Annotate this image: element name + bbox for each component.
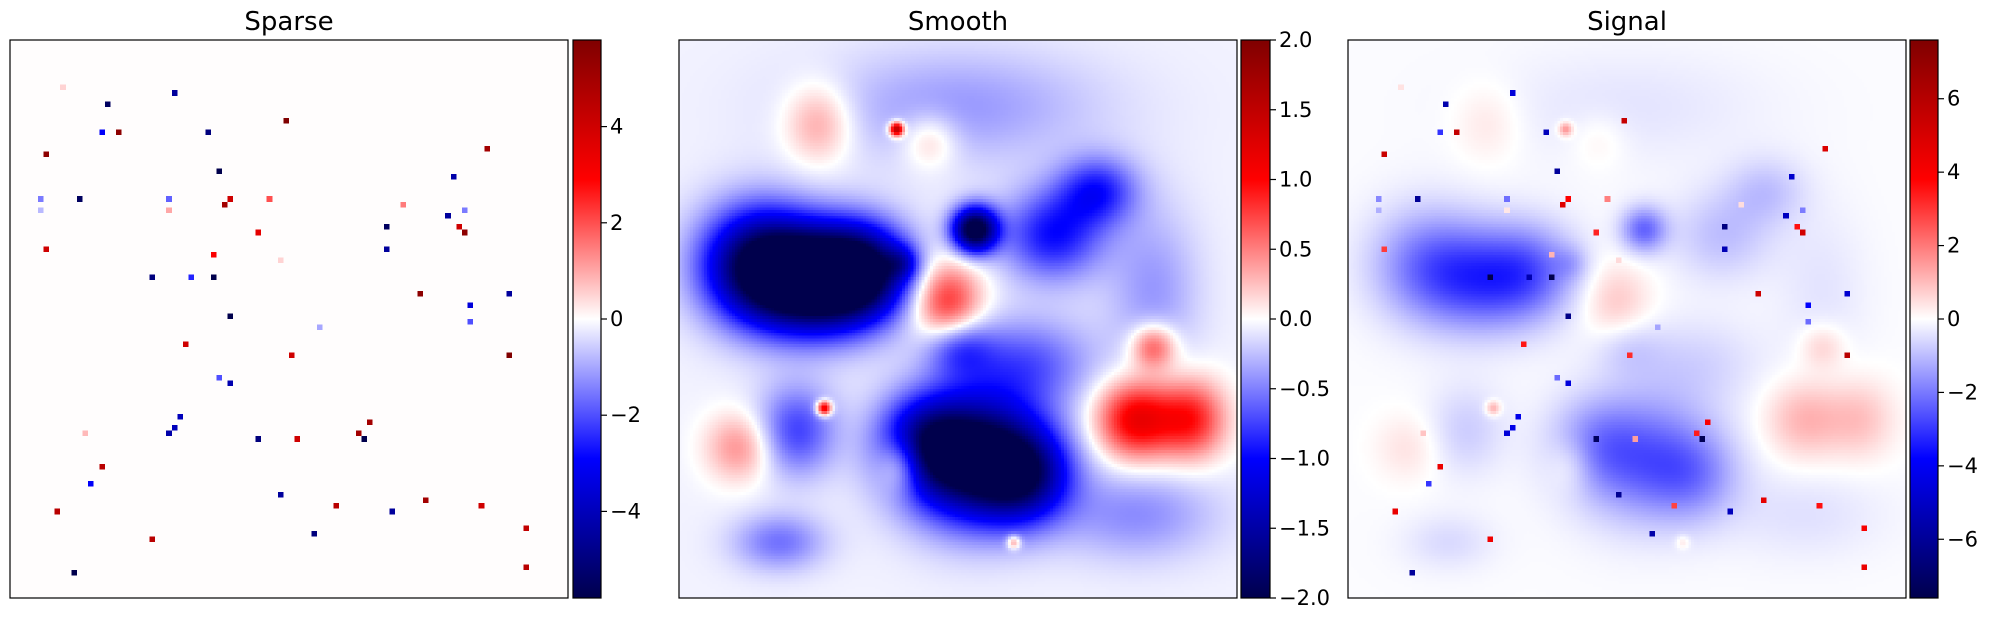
heatmap-image (1348, 40, 1906, 598)
colorbar-tick-label: −0.5 (1279, 377, 1330, 401)
heatmap-image (679, 40, 1237, 598)
colorbar-tick-label: 0.5 (1279, 237, 1312, 261)
plot-frame-signal (1347, 39, 1907, 599)
colorbar-tick-label: 1.0 (1279, 168, 1312, 192)
colorbar-gradient (1910, 40, 1938, 598)
colorbar-ticks-sparse: 4 2 0 −2 −4 (601, 115, 641, 523)
colorbar-tick-label: 0 (1947, 307, 1960, 331)
colorbar-tick-label: −4 (610, 499, 641, 523)
colorbar-gradient (1241, 40, 1270, 598)
colorbar-sparse (572, 39, 602, 599)
panel-sparse: Sparse 4 2 0 −2 −4 (9, 7, 641, 599)
colorbar-ticks-signal: 6 4 2 0 −2 −4 −6 (1938, 87, 1978, 551)
colorbar-tick-label: 0 (610, 307, 623, 331)
colorbar-tick-label: 1.5 (1279, 98, 1312, 122)
heatmap-image (10, 40, 568, 598)
colorbar-tick-label: −2.0 (1279, 586, 1330, 610)
colorbar-ticks-smooth: 2.0 1.5 1.0 0.5 0.0 −0.5 −1.0 −1.5 −2.0 (1270, 28, 1330, 610)
colorbar-tick-label: −4 (1947, 454, 1978, 478)
colorbar-tick-label: −2 (610, 403, 641, 427)
colorbar-tick-label: 6 (1947, 87, 1960, 111)
colorbar-tick-label: 4 (610, 115, 623, 139)
colorbar-signal (1909, 39, 1939, 599)
colorbar-smooth (1240, 39, 1271, 599)
plot-frame-smooth (678, 39, 1238, 599)
colorbar-tick-label: −1.5 (1279, 516, 1330, 540)
title-signal: Signal (1587, 7, 1667, 37)
colorbar-gradient (573, 40, 601, 598)
colorbar-tick-label: 2.0 (1279, 28, 1312, 52)
plot-frame-sparse (9, 39, 569, 599)
colorbar-tick-label: 2 (1947, 234, 1960, 258)
title-smooth: Smooth (908, 7, 1008, 37)
colorbar-tick-label: 4 (1947, 160, 1960, 184)
colorbar-tick-label: 2 (610, 211, 623, 235)
panel-smooth: Smooth 2.0 1.5 1.0 0.5 0.0 −0.5 −1.0 −1.5 −2.0 (678, 7, 1330, 610)
colorbar-tick-label: −6 (1947, 527, 1978, 551)
colorbar-tick-label: −1.0 (1279, 447, 1330, 471)
colorbar-tick-label: 0.0 (1279, 307, 1312, 331)
panel-signal: Signal 6 4 2 0 −2 −4 −6 (1347, 7, 1978, 599)
colorbar-tick-label: −2 (1947, 380, 1978, 404)
title-sparse: Sparse (244, 7, 333, 37)
